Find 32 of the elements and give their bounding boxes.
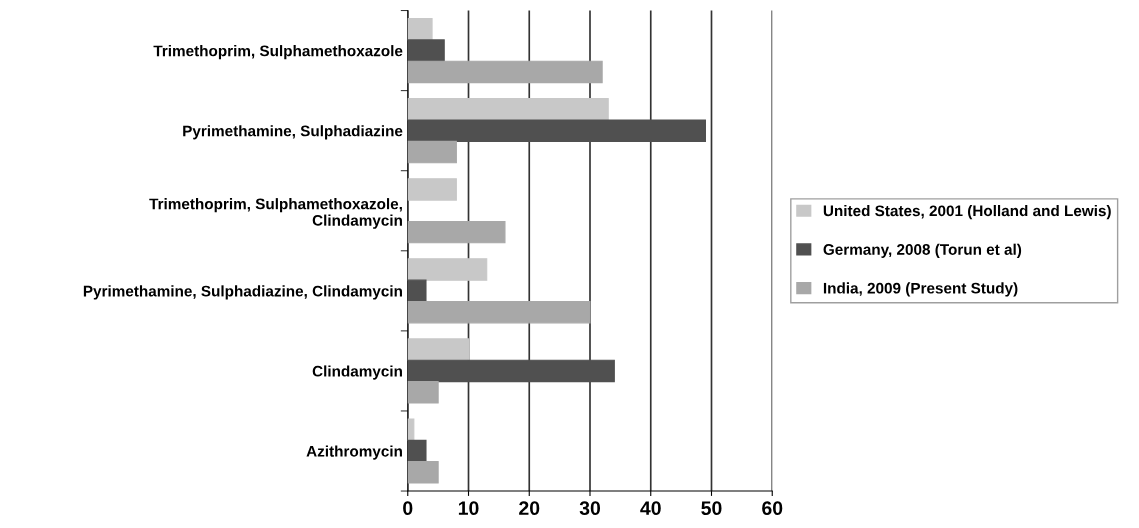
bar (407, 119, 706, 142)
bar (407, 359, 615, 383)
y-tick-label: Azithromycin (306, 445, 402, 460)
bar (407, 140, 457, 164)
bar (407, 60, 603, 84)
x-tick-label: 50 (701, 501, 722, 516)
bar (407, 98, 609, 121)
legend-label: United States, 2001 (Holland and Lewis) (823, 204, 1111, 220)
y-tick-label: Pyrimethamine, Sulphadiazine (183, 125, 403, 140)
bar (407, 300, 591, 324)
bar (407, 279, 427, 303)
x-tick-label: 10 (458, 501, 479, 516)
y-tick-label: Pyrimethamine, Sulphadiazine, Clindamycin (83, 285, 402, 300)
x-tick-label: 30 (579, 501, 601, 516)
x-tick-label: 0 (403, 501, 413, 516)
x-tick-label: 60 (762, 501, 783, 516)
bar (407, 381, 439, 404)
y-tick-label: Clindamycin (312, 365, 402, 380)
x-tick-label: 20 (519, 501, 540, 516)
bar (407, 178, 457, 201)
bar (407, 18, 433, 41)
y-tick-label: Trimethoprim, Sulphamethoxazole, Clindamycin (149, 198, 402, 229)
bar (407, 258, 488, 281)
bar (407, 461, 439, 484)
legend-label: Germany, 2008 (Torun et al) (823, 243, 1022, 258)
bar (407, 39, 445, 62)
bar (407, 220, 506, 244)
y-tick-label: Trimethoprim, Sulphamethoxazole (153, 45, 403, 60)
bar (407, 439, 427, 463)
bar (407, 338, 470, 361)
legend-label: India, 2009 (Present Study) (823, 282, 1018, 297)
x-tick-label: 40 (640, 501, 661, 516)
